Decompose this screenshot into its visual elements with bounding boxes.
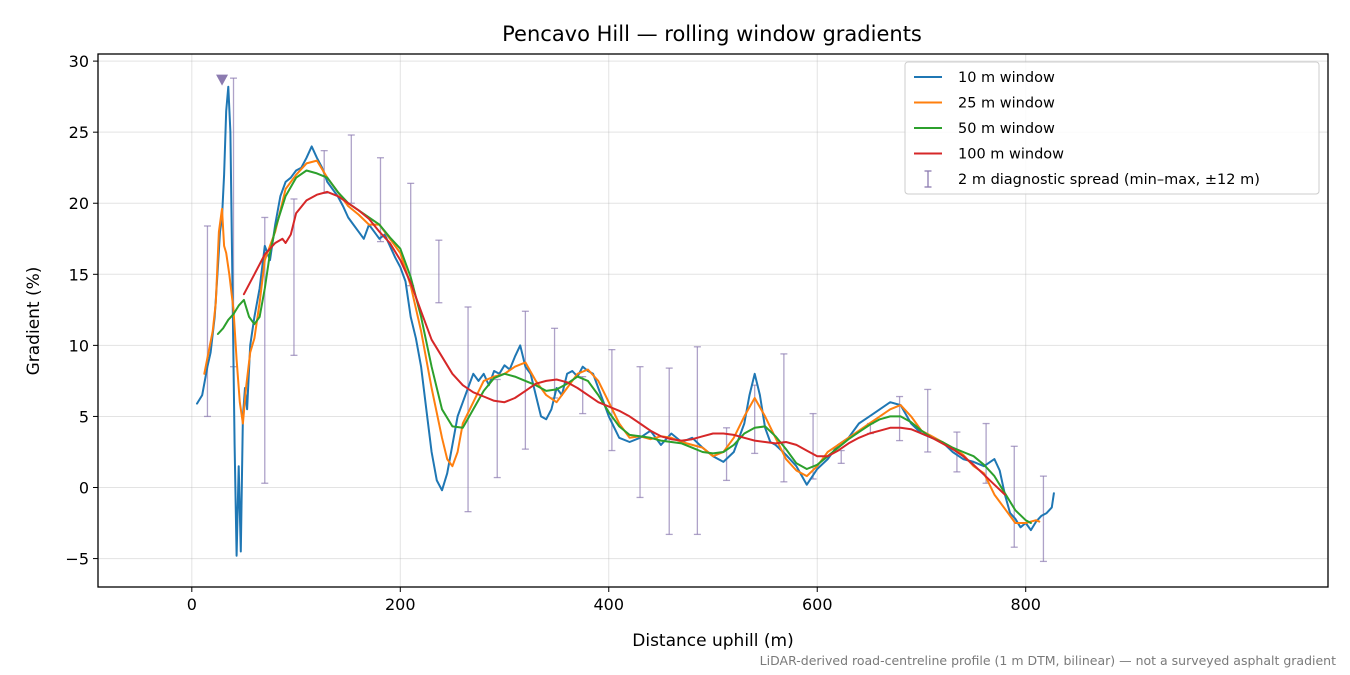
series-lines bbox=[196, 85, 1055, 557]
errorbar bbox=[723, 427, 731, 482]
errorbar bbox=[636, 366, 644, 499]
legend: 10 m window 25 m window 50 m window 100 m w… bbox=[904, 61, 1320, 195]
y-tick-label: 30 bbox=[69, 52, 89, 71]
x-tick-label: 200 bbox=[385, 595, 416, 614]
y-tick-label: 15 bbox=[69, 265, 89, 284]
max-marker-triangle bbox=[216, 74, 229, 86]
errorbar bbox=[579, 375, 587, 415]
axis-ticks: 0 200 400 600 800 −5 0 5 10 15 20 25 30 bbox=[65, 52, 1041, 614]
x-tick-label: 600 bbox=[802, 595, 833, 614]
errorbar bbox=[464, 306, 472, 513]
series-line bbox=[242, 190, 1006, 496]
series-line bbox=[216, 169, 1032, 524]
plot-frame bbox=[97, 53, 1329, 588]
y-tick-label: 20 bbox=[69, 194, 89, 213]
legend-label: 50 m window bbox=[958, 121, 1055, 137]
y-axis-label: Gradient (%) bbox=[24, 267, 44, 376]
y-tick-label: 0 bbox=[79, 479, 89, 498]
errorbar bbox=[608, 348, 616, 452]
y-tick-label: 10 bbox=[69, 336, 89, 355]
legend-label: 100 m window bbox=[958, 147, 1064, 163]
chart-title: Pencavo Hill — rolling window gradients bbox=[502, 22, 922, 46]
x-tick-label: 400 bbox=[593, 595, 624, 614]
y-tick-label: −5 bbox=[65, 550, 89, 569]
footnote: LiDAR-derived road-centreline profile (1… bbox=[760, 653, 1336, 668]
x-axis-label: Distance uphill (m) bbox=[632, 631, 793, 651]
y-tick-label: 25 bbox=[69, 123, 89, 142]
legend-label: 25 m window bbox=[958, 96, 1055, 112]
x-tick-label: 800 bbox=[1010, 595, 1041, 614]
errorbar bbox=[780, 353, 788, 483]
errorbar bbox=[435, 239, 443, 304]
legend-label: 10 m window bbox=[958, 70, 1055, 86]
errorbar bbox=[1039, 475, 1047, 563]
max-marker bbox=[216, 74, 229, 86]
errorbar bbox=[493, 378, 501, 479]
errorbar bbox=[924, 388, 932, 453]
errorbar bbox=[693, 346, 701, 536]
y-tick-label: 5 bbox=[79, 407, 89, 426]
x-tick-label: 0 bbox=[187, 595, 197, 614]
errorbar bbox=[203, 225, 211, 418]
errorbar bbox=[1010, 445, 1018, 548]
series-line bbox=[203, 159, 1041, 524]
errorbar bbox=[665, 367, 673, 536]
legend-box bbox=[904, 61, 1320, 195]
legend-label: 2 m diagnostic spread (min–max, ±12 m) bbox=[958, 172, 1260, 188]
legend-items: 10 m window 25 m window 50 m window 100 m w… bbox=[914, 70, 1260, 188]
